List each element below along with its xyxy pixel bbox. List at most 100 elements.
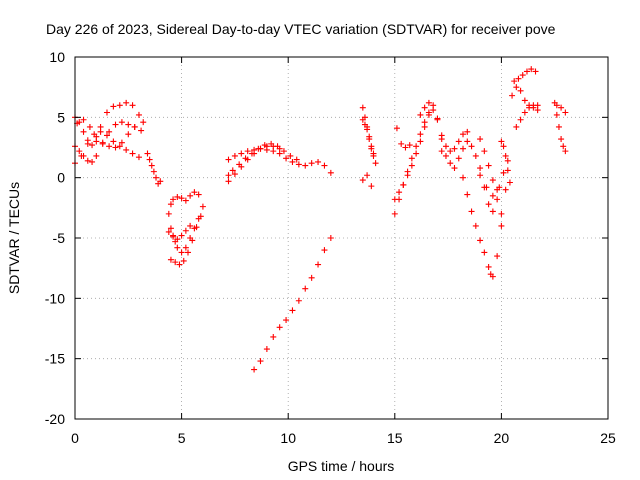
data-point [99, 139, 106, 146]
data-point [398, 140, 405, 147]
data-point [293, 156, 300, 163]
x-tick-label: 15 [387, 430, 403, 446]
data-point [135, 154, 142, 161]
data-point [308, 160, 315, 167]
data-point [315, 158, 322, 165]
data-point [231, 171, 238, 178]
data-point [197, 213, 204, 220]
data-point [517, 116, 524, 123]
data-point [118, 139, 125, 146]
data-point [178, 249, 185, 256]
data-point [562, 109, 569, 116]
data-point [560, 143, 567, 150]
data-point [468, 143, 475, 150]
data-point [417, 111, 424, 118]
data-point [302, 162, 309, 169]
data-point [504, 157, 511, 164]
data-point [180, 257, 187, 264]
data-point [438, 148, 445, 155]
data-point [172, 259, 179, 266]
data-point [182, 227, 189, 234]
data-point [455, 138, 462, 145]
data-point [129, 150, 136, 157]
data-point [498, 138, 505, 145]
data-point [238, 163, 245, 170]
data-point [89, 158, 96, 165]
data-point [229, 167, 236, 174]
data-point [442, 152, 449, 159]
y-tick-label: 0 [57, 170, 65, 186]
data-point [116, 143, 123, 150]
data-point [129, 102, 136, 109]
data-point [276, 324, 283, 331]
data-point [257, 145, 264, 152]
data-point [494, 196, 501, 203]
data-point [116, 102, 123, 109]
data-point [396, 189, 403, 196]
data-point [89, 142, 96, 149]
data-point [364, 126, 371, 133]
data-point [174, 193, 181, 200]
data-point [408, 162, 415, 169]
data-point [148, 162, 155, 169]
data-point [225, 172, 232, 179]
data-point [408, 155, 415, 162]
data-point [157, 178, 164, 185]
data-point [231, 152, 238, 159]
x-tick-label: 10 [280, 430, 296, 446]
data-point [513, 84, 520, 91]
y-tick-label: -10 [45, 290, 65, 306]
data-point [504, 167, 511, 174]
data-point [500, 143, 507, 150]
data-point [167, 201, 174, 208]
data-point [483, 184, 490, 191]
data-point [125, 121, 132, 128]
data-point [481, 249, 488, 256]
data-point [146, 156, 153, 163]
data-point [451, 165, 458, 172]
data-point [244, 148, 251, 155]
data-point [400, 181, 407, 188]
data-point [417, 131, 424, 138]
data-point [283, 155, 290, 162]
data-point [84, 157, 91, 164]
data-point [464, 191, 471, 198]
data-point [528, 66, 535, 73]
data-point [138, 127, 145, 134]
data-point [270, 143, 277, 150]
data-point [187, 222, 194, 229]
data-point [413, 150, 420, 157]
data-point [519, 72, 526, 79]
x-tick-label: 25 [600, 430, 616, 446]
data-point [287, 152, 294, 159]
data-point [464, 128, 471, 135]
data-point [321, 247, 328, 254]
data-point [167, 225, 174, 232]
data-point [110, 138, 117, 145]
data-point [485, 263, 492, 270]
data-point [438, 132, 445, 139]
data-point [174, 236, 181, 243]
data-point [93, 152, 100, 159]
data-point [393, 125, 400, 132]
data-point [178, 195, 185, 202]
data-point [485, 162, 492, 169]
data-point [434, 116, 441, 123]
data-point [515, 75, 522, 82]
data-point [170, 196, 177, 203]
chart-title: Day 226 of 2023, Sidereal Day-to-day VTE… [46, 21, 556, 37]
y-tick-label: 5 [57, 109, 65, 125]
axis-ticks: 0 5 10 15 20 25 10 5 0 -5 -10 -15 -20 [45, 49, 616, 446]
data-point [485, 201, 492, 208]
data-point [178, 232, 185, 239]
data-point [472, 222, 479, 229]
data-point [187, 192, 194, 199]
data-point [103, 109, 110, 116]
data-point [477, 172, 484, 179]
data-point [165, 228, 172, 235]
data-point [509, 92, 516, 99]
data-point [276, 145, 283, 152]
data-point [413, 143, 420, 150]
data-point [106, 143, 113, 150]
data-point [406, 142, 413, 149]
